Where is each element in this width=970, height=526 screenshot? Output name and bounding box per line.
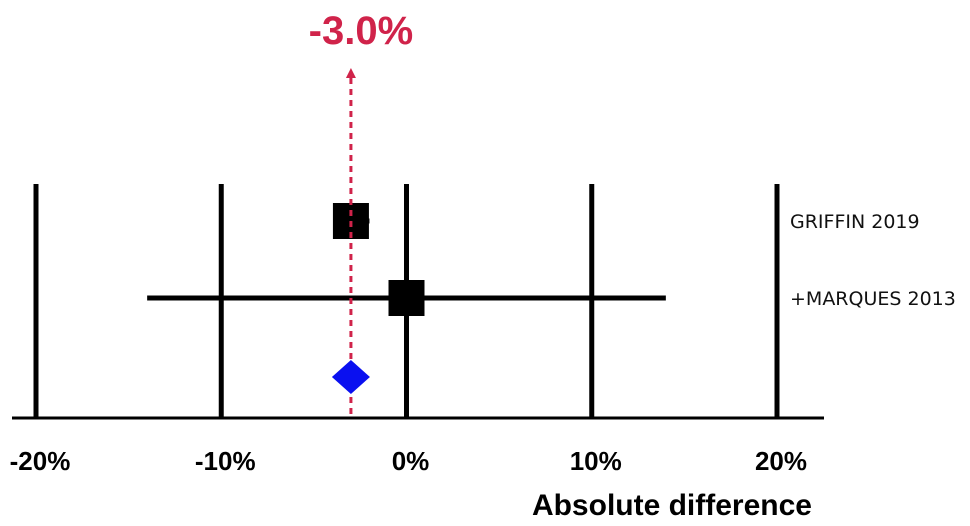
x-tick-label: -20% <box>10 446 71 476</box>
study-label: GRIFFIN 2019 <box>790 211 920 233</box>
x-tick-label: 10% <box>570 446 622 476</box>
x-tick-label: 0% <box>392 446 430 476</box>
pooled-diamond <box>331 360 370 394</box>
study-row: +MARQUES 2013 <box>147 280 956 316</box>
x-tick-label: 20% <box>755 446 807 476</box>
pooled-arrow-head <box>345 68 356 78</box>
study-rows: GRIFFIN 2019 +MARQUES 2013 <box>147 203 956 316</box>
x-tick-labels: -20% -10% 0% 10% 20% <box>10 446 807 476</box>
pooled-estimate-label: -3.0% <box>309 9 414 53</box>
study-label: +MARQUES 2013 <box>790 288 956 310</box>
point-estimate <box>388 280 425 316</box>
x-axis-title: Absolute difference <box>532 489 812 522</box>
study-row: GRIFFIN 2019 <box>332 203 920 239</box>
x-tick-label: -10% <box>195 446 256 476</box>
